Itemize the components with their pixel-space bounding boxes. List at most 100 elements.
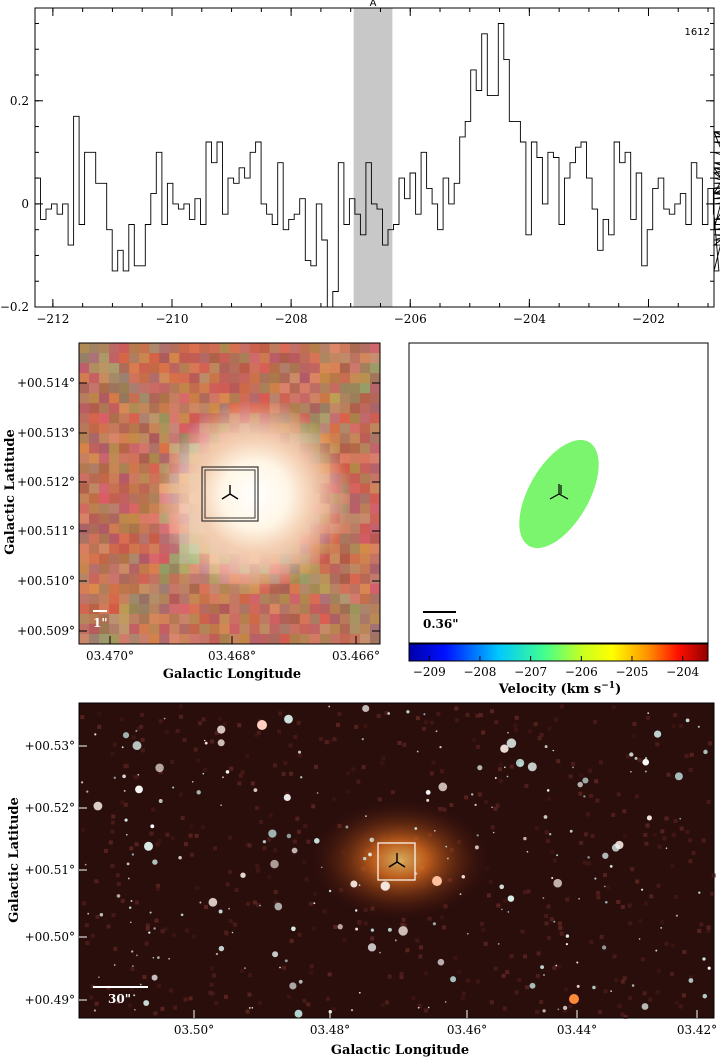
zoom-pixel [239, 623, 250, 635]
zoom-pixel [139, 343, 150, 354]
noise-pixel [370, 936, 375, 941]
velocity-scalebar-label: 0.36" [423, 617, 458, 631]
zoom-pixel [199, 353, 210, 364]
noise-pixel [194, 833, 199, 838]
zoom-pixel [99, 353, 110, 364]
noise-pixel [213, 846, 217, 851]
star [208, 897, 218, 907]
zoom-pixel [369, 373, 381, 384]
zoom-pixel [219, 363, 230, 374]
zoom-pixel [99, 343, 110, 354]
star [350, 880, 358, 888]
zoom-pixel [329, 343, 341, 354]
noise-pixel [493, 806, 498, 811]
zoom-pixel [139, 413, 150, 424]
zoom-pixel [89, 543, 100, 555]
zoom-pixel [339, 373, 351, 384]
star [191, 781, 194, 783]
zoom-pixel [159, 633, 170, 645]
zoom-pixel [99, 383, 110, 394]
zoom-pixel [79, 563, 90, 575]
zoom-pixel [149, 363, 160, 374]
zoom-pixel [79, 353, 90, 364]
noise-pixel [617, 1004, 622, 1009]
zoom-pixel [359, 403, 371, 414]
zoom-pixel [319, 613, 331, 625]
zoom-pixel [119, 473, 130, 484]
star [474, 845, 479, 850]
star [417, 1006, 420, 1009]
zoom-pixel [339, 393, 351, 404]
zoom-pixel [359, 573, 371, 585]
star [601, 945, 607, 950]
noise-pixel [417, 1003, 422, 1008]
zoom-pixel [149, 543, 160, 555]
zoom-pixel [139, 483, 150, 494]
zoom-pixel [89, 523, 100, 535]
star [163, 717, 166, 720]
noise-pixel [179, 704, 183, 709]
zoom-pixel [229, 603, 240, 615]
zoom-pixel [129, 423, 140, 434]
star [297, 750, 302, 754]
noise-pixel [306, 839, 311, 844]
zoom-pixel [369, 543, 381, 555]
zoom-pixel [209, 603, 220, 615]
noise-pixel [165, 832, 170, 837]
star [665, 847, 668, 850]
noise-pixel [427, 916, 432, 921]
zoom-pixel [359, 603, 371, 615]
zoom-pixel [79, 513, 90, 524]
noise-pixel [142, 975, 147, 979]
wide-field-frame [78, 702, 715, 1019]
zoom-pixel [279, 623, 291, 635]
noise-pixel [514, 990, 519, 995]
star [551, 876, 554, 880]
zoom-pixel [129, 583, 140, 595]
zoom-pixel [289, 383, 301, 394]
star [215, 952, 219, 956]
star [557, 1008, 560, 1011]
noise-pixel [708, 741, 713, 746]
zoom-pixel [259, 353, 271, 364]
noise-pixel [579, 773, 584, 778]
star [631, 984, 635, 987]
zoom-pixel [209, 383, 220, 394]
zoom-pixel [179, 383, 190, 394]
zoom-pixel [119, 423, 130, 434]
noise-pixel [145, 926, 150, 931]
wide-x-title: Galactic Longitude [331, 1043, 469, 1057]
star [634, 756, 638, 760]
zoom-pixel [219, 613, 230, 625]
noise-pixel [288, 743, 293, 748]
star [491, 806, 493, 809]
noise-pixel [154, 918, 159, 923]
zoom-pixel [359, 393, 371, 404]
noise-pixel [227, 835, 232, 840]
star [610, 990, 612, 992]
zoom-pixel [219, 623, 230, 635]
star [314, 838, 320, 844]
star [542, 897, 545, 899]
zoom-pixel [349, 453, 361, 464]
zoom-pixel [119, 463, 130, 474]
zoom-pixel [299, 353, 311, 364]
zoom-pixel [99, 423, 110, 434]
red-star [569, 994, 579, 1004]
zoom-pixel [359, 353, 371, 364]
zoom-pixel [109, 593, 120, 605]
zoom-pixel [349, 423, 361, 434]
noise-pixel [550, 850, 555, 854]
zoom-pixel [259, 373, 271, 384]
zoom-pixel [339, 343, 351, 354]
zoom-pixel [109, 563, 120, 575]
zoom-pixel [169, 593, 180, 605]
zoom-pixel [289, 373, 301, 384]
wide-field-panel: 03.50° 03.48° 03.46° 03.44° 03.42° +00.53° +00… [7, 702, 717, 1057]
star [444, 1001, 447, 1003]
noise-pixel [158, 719, 163, 724]
zoom-pixel [259, 613, 271, 625]
star [611, 843, 620, 852]
noise-pixel [598, 760, 603, 765]
star [291, 847, 298, 854]
